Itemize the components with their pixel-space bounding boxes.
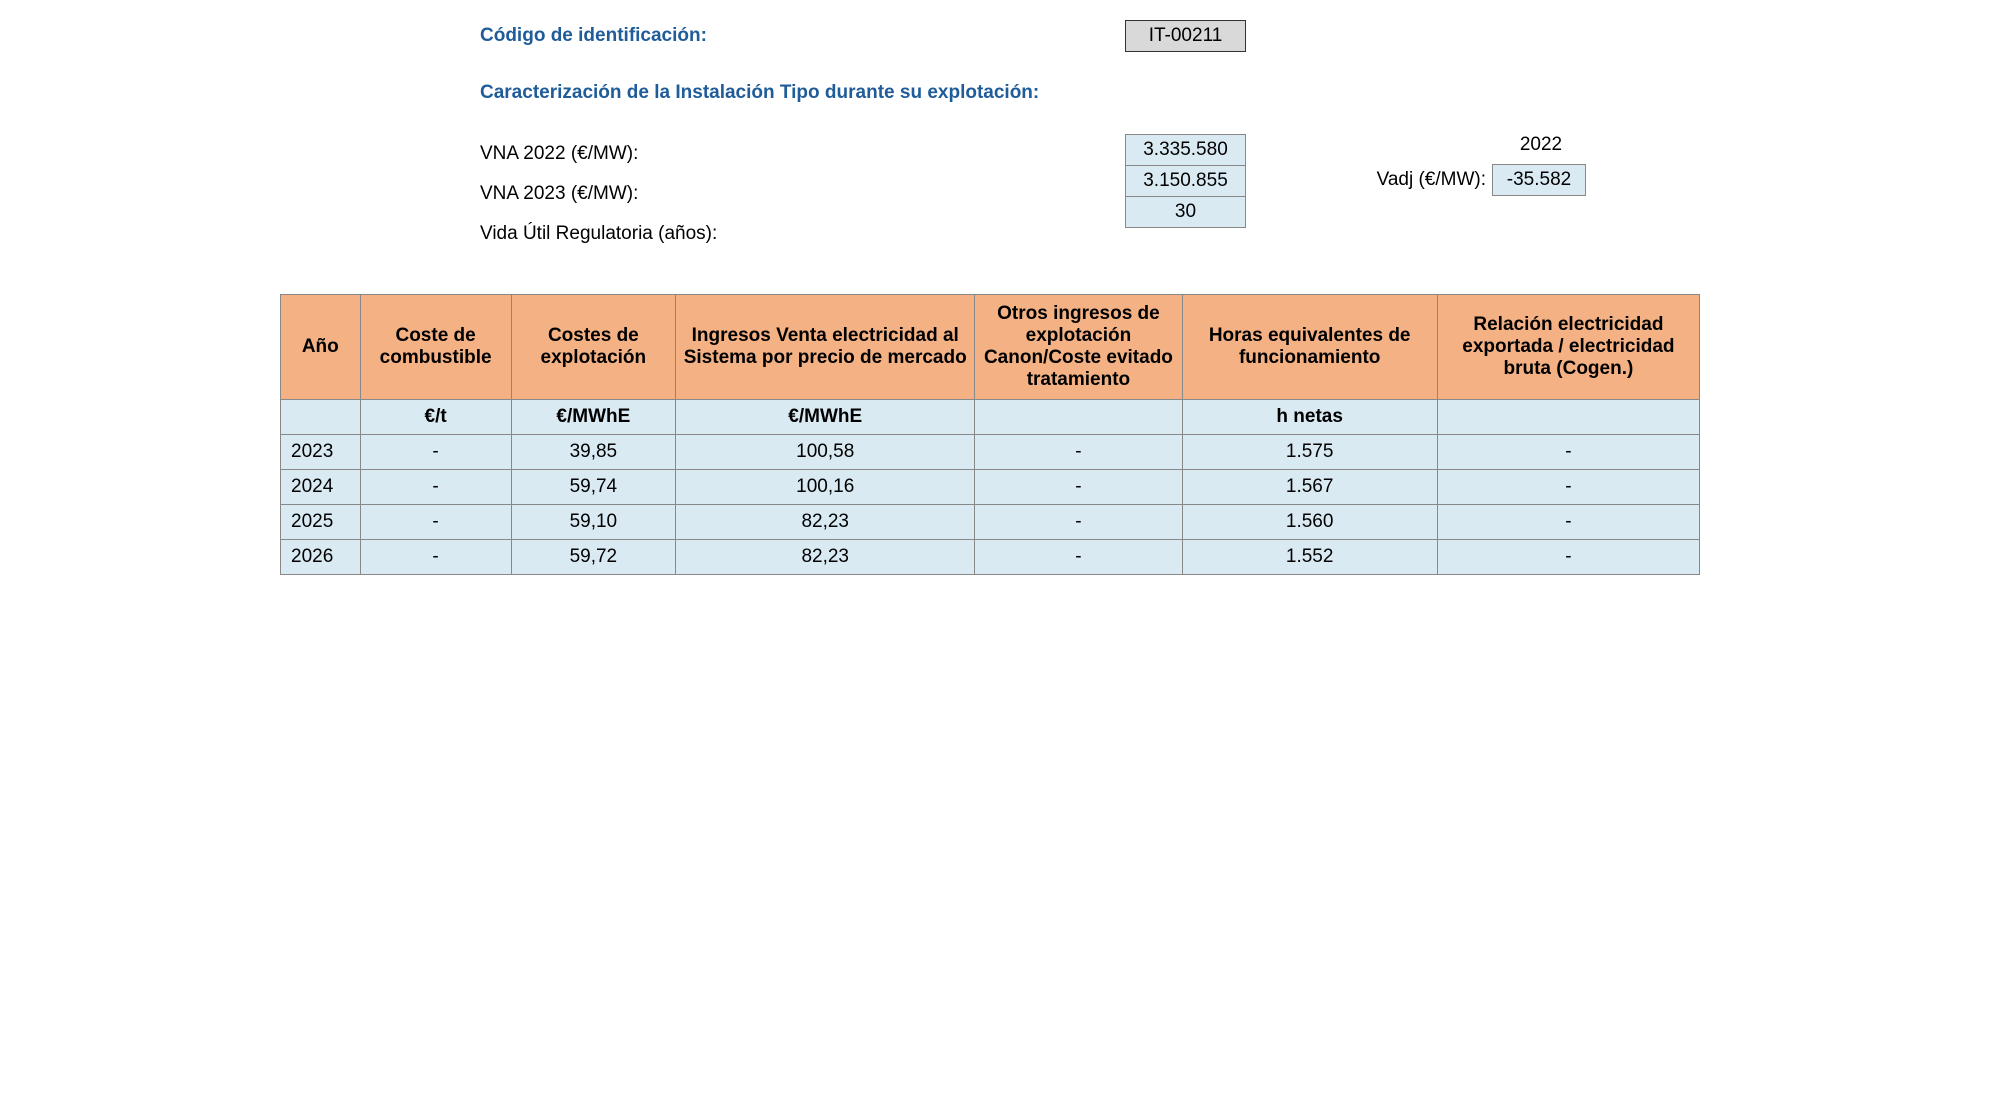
- col-expl: Costes de explotación: [511, 295, 676, 400]
- cell-otros: -: [975, 540, 1182, 575]
- data-table: Año Coste de combustible Costes de explo…: [280, 294, 1700, 575]
- vida-label: Vida Útil Regulatoria (años):: [480, 223, 1125, 245]
- cell-expl: 39,85: [511, 435, 676, 470]
- vadj-block: 2022 Vadj (€/MW): -35.582: [1306, 134, 1586, 196]
- vadj-row: Vadj (€/MW): -35.582: [1377, 164, 1586, 196]
- id-row: Código de identificación: IT-00211: [480, 20, 1720, 52]
- col-horas: Horas equivalentes de funcionamiento: [1182, 295, 1437, 400]
- vadj-label: Vadj (€/MW):: [1377, 169, 1486, 191]
- cell-rel: -: [1437, 505, 1699, 540]
- unit-otros: [975, 400, 1182, 435]
- params-left: VNA 2022 (€/MW): VNA 2023 (€/MW): Vida Ú…: [480, 134, 1125, 254]
- col-year: Año: [281, 295, 361, 400]
- table-row: 2025 - 59,10 82,23 - 1.560 -: [281, 505, 1700, 540]
- col-otros: Otros ingresos de explotación Canon/Cost…: [975, 295, 1182, 400]
- cell-comb: -: [360, 540, 511, 575]
- cell-ing: 100,16: [676, 470, 975, 505]
- unit-expl: €/MWhE: [511, 400, 676, 435]
- cell-comb: -: [360, 505, 511, 540]
- cell-otros: -: [975, 435, 1182, 470]
- cell-ing: 100,58: [676, 435, 975, 470]
- cell-year: 2026: [281, 540, 361, 575]
- table-row: 2024 - 59,74 100,16 - 1.567 -: [281, 470, 1700, 505]
- cell-ing: 82,23: [676, 505, 975, 540]
- cell-expl: 59,10: [511, 505, 676, 540]
- id-value-box: IT-00211: [1125, 20, 1246, 52]
- cell-otros: -: [975, 505, 1182, 540]
- vida-row: Vida Útil Regulatoria (años):: [480, 214, 1125, 254]
- table-row: 2026 - 59,72 82,23 - 1.552 -: [281, 540, 1700, 575]
- cell-comb: -: [360, 470, 511, 505]
- cell-year: 2025: [281, 505, 361, 540]
- page-container: Código de identificación: IT-00211 Carac…: [280, 20, 1720, 575]
- vna2022-row: VNA 2022 (€/MW):: [480, 134, 1125, 174]
- cell-otros: -: [975, 470, 1182, 505]
- cell-horas: 1.567: [1182, 470, 1437, 505]
- col-comb: Coste de combustible: [360, 295, 511, 400]
- cell-horas: 1.560: [1182, 505, 1437, 540]
- table-header: Año Coste de combustible Costes de explo…: [281, 295, 1700, 400]
- col-ing: Ingresos Venta electricidad al Sistema p…: [676, 295, 975, 400]
- vna2022-value: 3.335.580: [1125, 134, 1246, 166]
- unit-ing: €/MWhE: [676, 400, 975, 435]
- vna2023-value: 3.150.855: [1125, 166, 1246, 197]
- cell-year: 2024: [281, 470, 361, 505]
- id-label: Código de identificación:: [480, 25, 1125, 47]
- cell-expl: 59,74: [511, 470, 676, 505]
- vna2023-row: VNA 2023 (€/MW):: [480, 174, 1125, 214]
- cell-ing: 82,23: [676, 540, 975, 575]
- units-row: €/t €/MWhE €/MWhE h netas: [281, 400, 1700, 435]
- unit-rel: [1437, 400, 1699, 435]
- table-header-row: Año Coste de combustible Costes de explo…: [281, 295, 1700, 400]
- param-boxes: 3.335.580 3.150.855 30: [1125, 134, 1246, 228]
- vida-value: 30: [1125, 197, 1246, 228]
- unit-horas: h netas: [1182, 400, 1437, 435]
- cell-comb: -: [360, 435, 511, 470]
- vna2022-label: VNA 2022 (€/MW):: [480, 143, 1125, 165]
- cell-expl: 59,72: [511, 540, 676, 575]
- cell-rel: -: [1437, 435, 1699, 470]
- header-section: Código de identificación: IT-00211 Carac…: [280, 20, 1720, 254]
- unit-year: [281, 400, 361, 435]
- params-block: VNA 2022 (€/MW): VNA 2023 (€/MW): Vida Ú…: [480, 134, 1720, 254]
- table-body: €/t €/MWhE €/MWhE h netas 2023 - 39,85 1…: [281, 400, 1700, 575]
- vna2023-label: VNA 2023 (€/MW):: [480, 183, 1125, 205]
- cell-horas: 1.575: [1182, 435, 1437, 470]
- cell-year: 2023: [281, 435, 361, 470]
- section-title: Caracterización de la Instalación Tipo d…: [480, 82, 1720, 104]
- col-rel: Relación electricidad exportada / electr…: [1437, 295, 1699, 400]
- vadj-value: -35.582: [1492, 164, 1586, 196]
- table-row: 2023 - 39,85 100,58 - 1.575 -: [281, 435, 1700, 470]
- cell-rel: -: [1437, 470, 1699, 505]
- unit-comb: €/t: [360, 400, 511, 435]
- cell-rel: -: [1437, 540, 1699, 575]
- cell-horas: 1.552: [1182, 540, 1437, 575]
- year-ref: 2022: [1496, 134, 1586, 156]
